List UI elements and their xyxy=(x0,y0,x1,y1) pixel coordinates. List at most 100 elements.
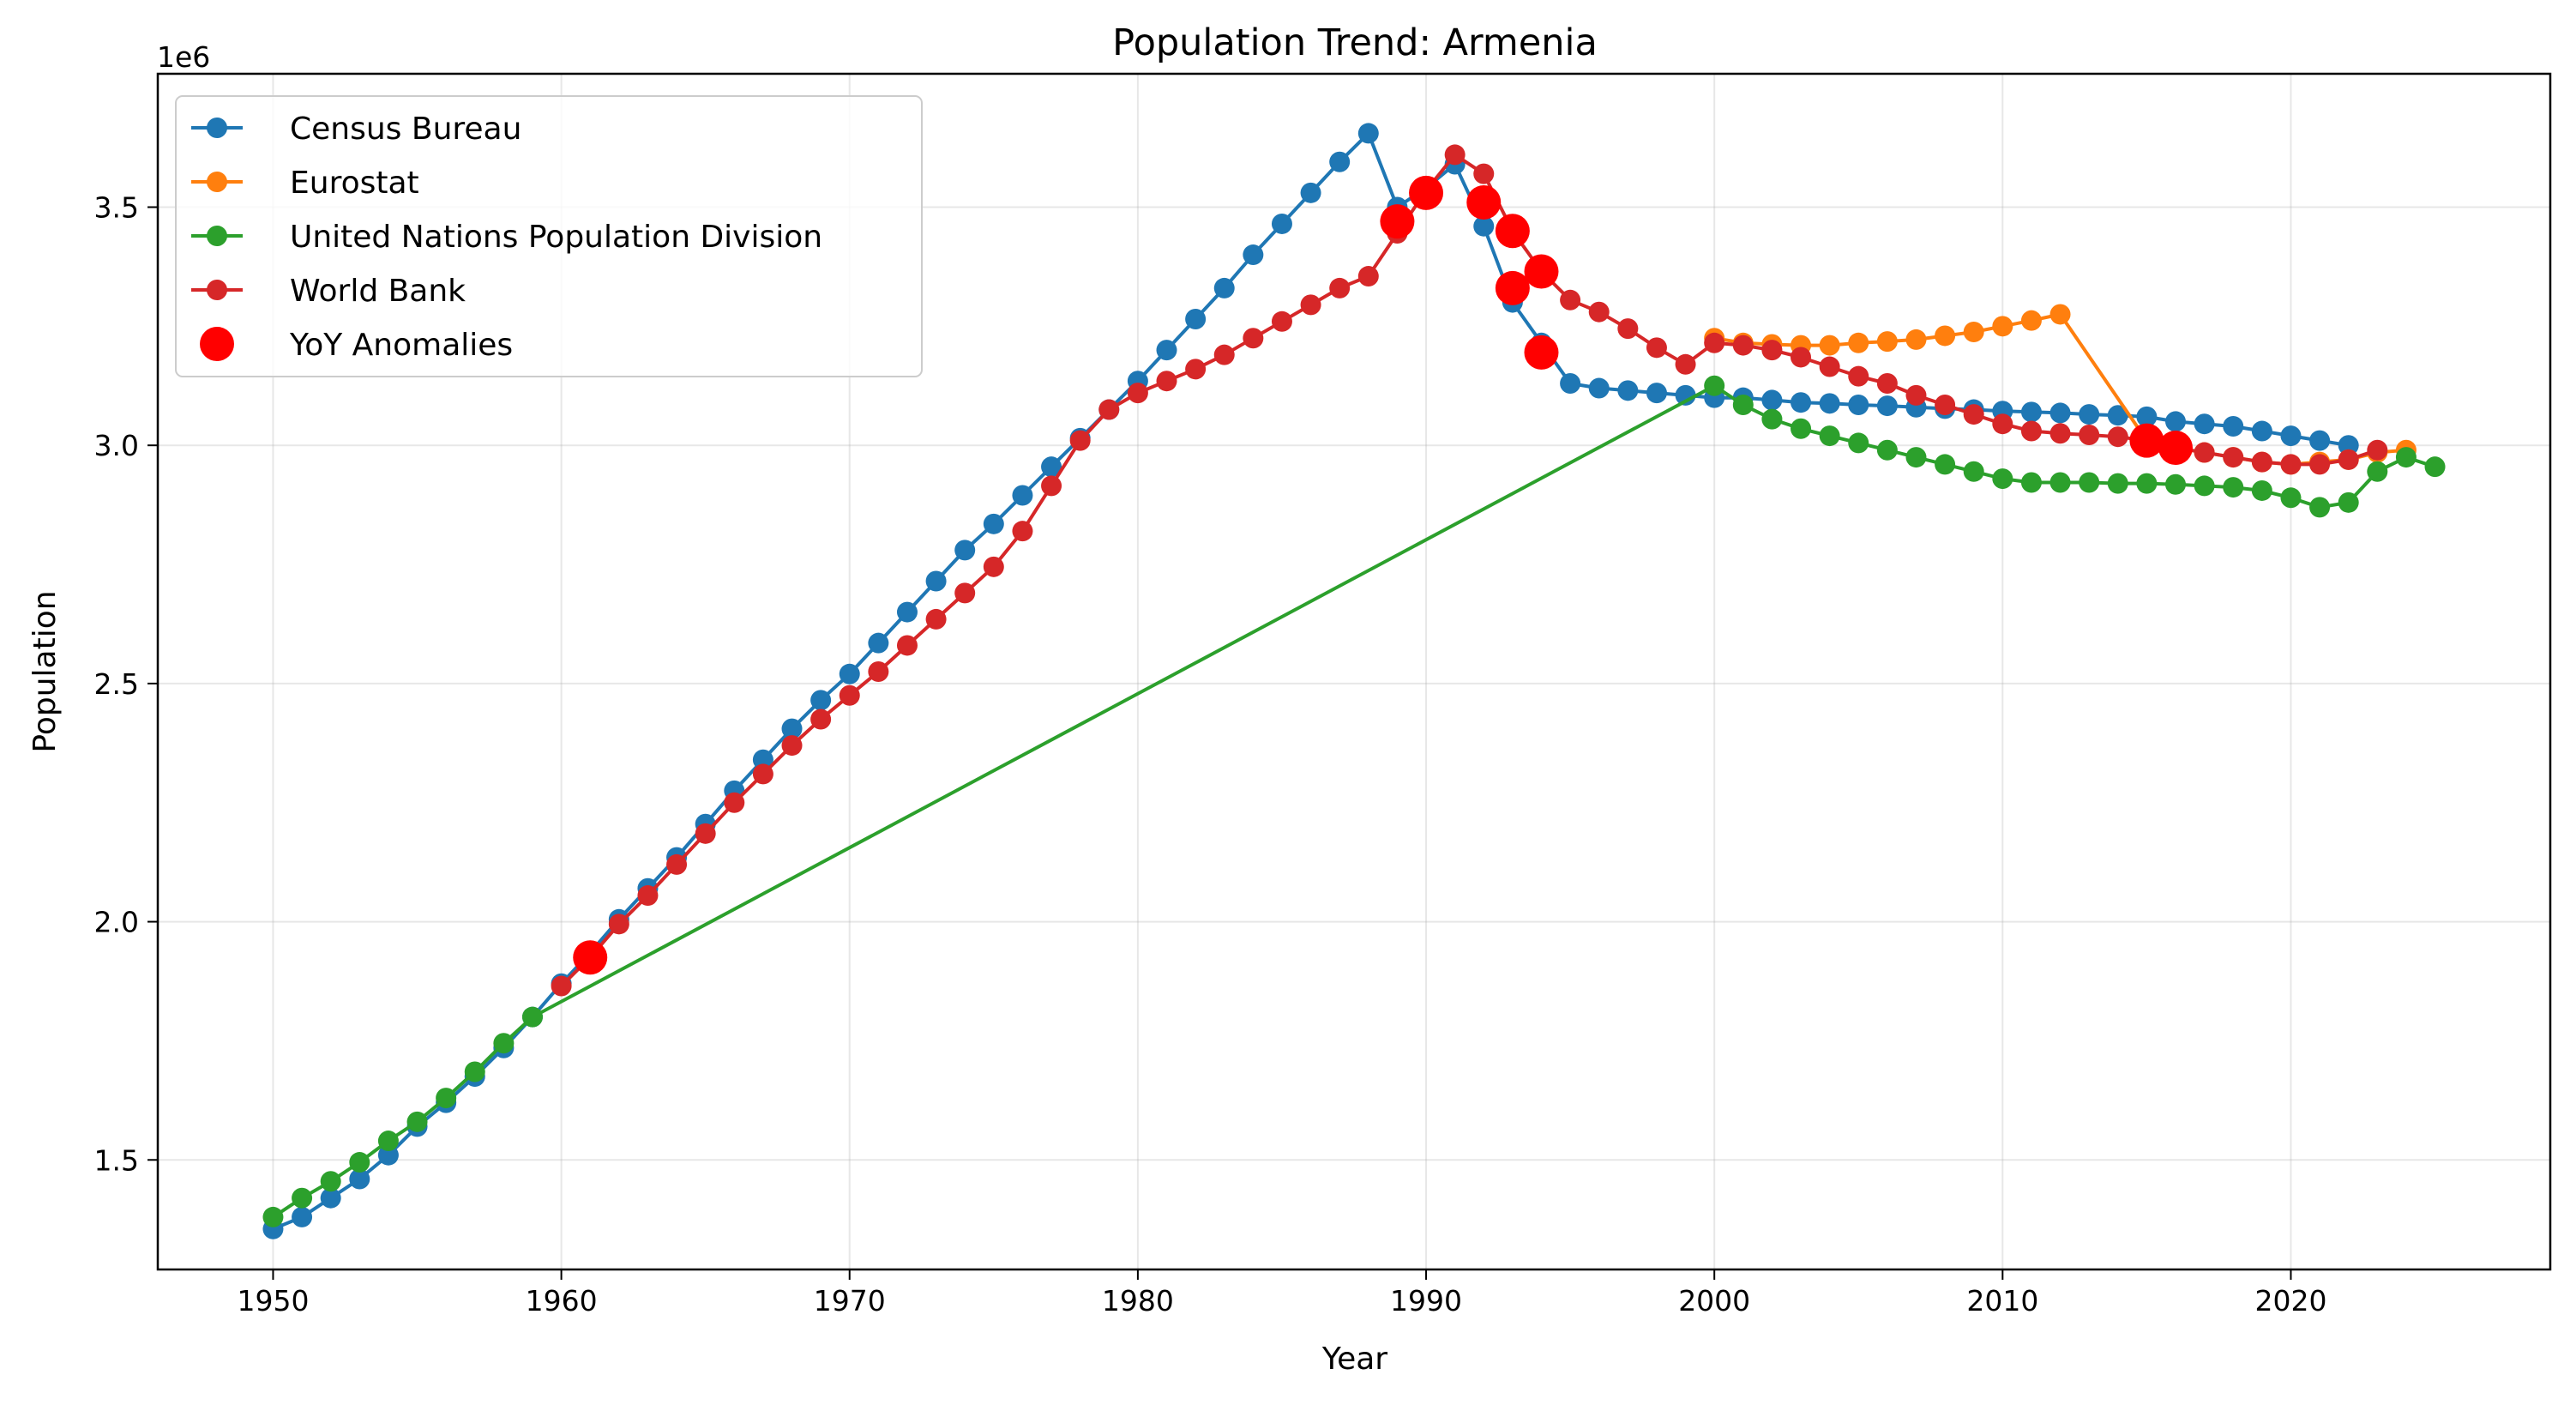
data-point xyxy=(406,1111,428,1132)
y-tick-label: 2.0 xyxy=(94,906,139,939)
data-point xyxy=(1905,329,1927,350)
data-point xyxy=(1992,316,2013,337)
data-point xyxy=(839,663,860,684)
data-point xyxy=(752,749,773,770)
data-point xyxy=(1848,332,1869,353)
data-point xyxy=(637,885,659,907)
legend: Census Bureau Eurostat United Nations Popu… xyxy=(175,95,923,377)
data-point xyxy=(2194,475,2215,497)
data-point xyxy=(1271,311,1292,332)
data-point xyxy=(1848,394,1869,415)
data-point xyxy=(2107,473,2128,494)
y-tick-label: 3.0 xyxy=(94,429,139,462)
data-point xyxy=(1127,383,1148,404)
data-point xyxy=(2194,442,2215,463)
data-point xyxy=(983,513,1004,534)
data-point xyxy=(1473,163,1495,184)
data-point xyxy=(1963,322,1984,343)
data-point xyxy=(377,1144,399,1166)
data-point xyxy=(2395,447,2417,468)
data-point xyxy=(2223,447,2244,468)
data-point xyxy=(1646,337,1667,359)
data-point xyxy=(925,570,947,592)
legend-item: World Bank xyxy=(191,274,466,309)
data-point xyxy=(1848,365,1869,387)
data-point xyxy=(1041,456,1062,478)
data-point xyxy=(2136,406,2158,427)
data-point xyxy=(320,1171,341,1192)
data-point xyxy=(2049,304,2071,325)
data-point xyxy=(1732,335,1754,356)
data-point xyxy=(724,792,745,813)
data-point xyxy=(2309,454,2331,475)
data-point xyxy=(292,1206,313,1227)
data-point xyxy=(1588,301,1610,323)
data-point xyxy=(2049,402,2071,424)
data-point xyxy=(1876,372,1898,394)
data-point xyxy=(954,540,976,561)
x-axis-title: Year xyxy=(1321,1342,1387,1377)
data-point xyxy=(925,608,947,630)
data-point xyxy=(2079,424,2100,445)
legend-marker-swatch xyxy=(207,226,227,246)
data-point xyxy=(983,556,1004,577)
data-point xyxy=(1243,244,1264,266)
legend-item: Eurostat xyxy=(191,166,419,201)
data-point xyxy=(1791,392,1812,413)
data-point xyxy=(2020,420,2042,442)
data-point xyxy=(2280,487,2302,509)
data-point xyxy=(1876,439,1898,461)
data-point xyxy=(1704,375,1725,396)
anomaly-point xyxy=(1524,335,1559,370)
data-point xyxy=(1963,404,1984,425)
data-point xyxy=(954,582,976,604)
data-point xyxy=(1156,371,1177,392)
data-point xyxy=(2280,425,2302,447)
data-point xyxy=(896,635,918,656)
data-point xyxy=(1243,328,1264,349)
data-point xyxy=(1905,447,1927,468)
anomaly-point xyxy=(1409,175,1444,210)
data-point xyxy=(2309,497,2331,518)
data-point xyxy=(810,709,832,730)
legend-box xyxy=(175,95,923,377)
data-point xyxy=(1819,393,1840,414)
data-point xyxy=(1935,325,1956,347)
data-point xyxy=(2367,461,2388,482)
anomaly-point xyxy=(2158,430,2194,465)
data-point xyxy=(1905,384,1927,406)
data-point xyxy=(1992,468,2013,490)
data-point xyxy=(1357,123,1379,144)
y-offset-label: 1e6 xyxy=(157,40,210,74)
data-point xyxy=(292,1187,313,1209)
data-point xyxy=(2165,411,2187,432)
data-point xyxy=(1732,394,1754,415)
data-point xyxy=(868,632,889,654)
data-point xyxy=(2020,310,2042,331)
data-point xyxy=(1098,399,1120,420)
data-point xyxy=(839,684,860,706)
data-point xyxy=(1473,215,1495,237)
data-point xyxy=(1041,475,1062,497)
data-point xyxy=(1704,332,1725,353)
legend-item: YoY Anomalies xyxy=(200,327,513,363)
data-point xyxy=(349,1152,370,1173)
data-point xyxy=(2251,420,2272,442)
anomaly-point xyxy=(573,940,608,975)
legend-label: Census Bureau xyxy=(290,112,521,147)
data-point xyxy=(2424,456,2446,478)
data-point xyxy=(2136,473,2158,494)
x-tick-label: 1950 xyxy=(237,1284,309,1318)
x-tick-label: 1970 xyxy=(814,1284,886,1318)
x-tick-label: 2000 xyxy=(1678,1284,1750,1318)
legend-label: World Bank xyxy=(290,274,466,309)
series-line xyxy=(560,153,2378,987)
legend-marker-swatch xyxy=(207,172,227,192)
data-point xyxy=(2020,472,2042,493)
data-point xyxy=(2367,439,2388,461)
data-point xyxy=(695,823,716,844)
data-point xyxy=(1935,454,1956,475)
data-point xyxy=(1791,347,1812,368)
legend-marker-swatch xyxy=(207,280,227,300)
data-point xyxy=(2338,449,2359,470)
